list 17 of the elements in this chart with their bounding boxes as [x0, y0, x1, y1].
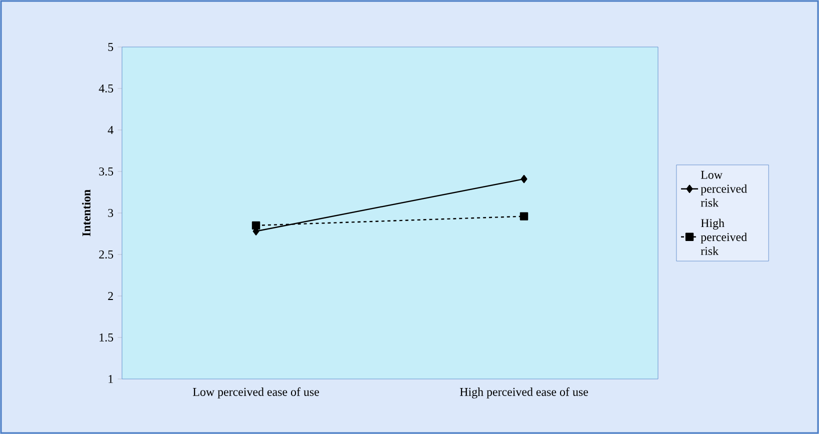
y-tick-label: 4	[108, 126, 114, 134]
x-tick-label: High perceived ease of use	[460, 387, 588, 398]
y-tick-label: 2.5	[99, 250, 114, 259]
legend-label: High perceived risk	[700, 218, 747, 256]
y-tick-label: 1.5	[100, 333, 114, 342]
point	[520, 174, 528, 184]
y-tick-label: 3.5	[99, 167, 114, 176]
point	[252, 221, 260, 230]
y-tick-label: 3	[108, 208, 114, 217]
legend-label: Low perceived risk	[700, 170, 747, 207]
y-axis-title: Intention	[82, 190, 90, 236]
y-tick-label: 1	[108, 375, 113, 383]
y-tick-label: 2	[108, 292, 113, 300]
x-tick-label: Low perceived ease of use	[192, 387, 319, 398]
point	[520, 212, 528, 220]
y-tick-label: 5	[108, 43, 114, 51]
y-tick-label: 4.5	[98, 84, 114, 93]
